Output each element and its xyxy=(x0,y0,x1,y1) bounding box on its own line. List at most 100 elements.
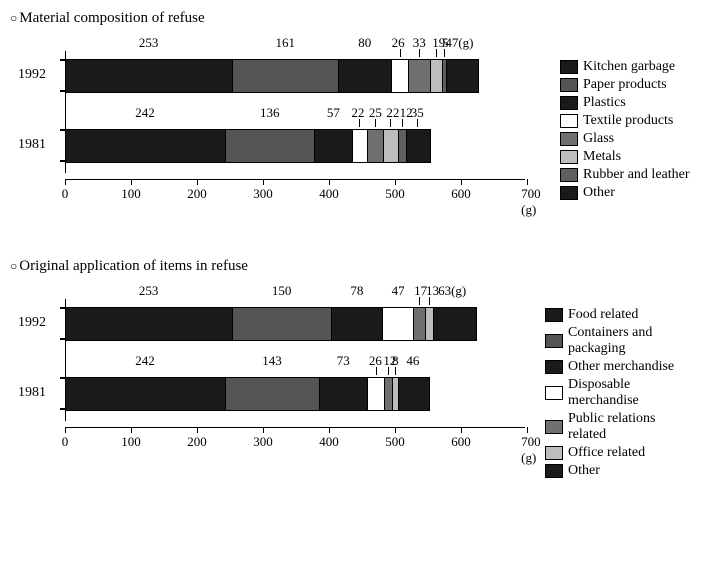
value-label: 73 xyxy=(337,353,350,369)
legend-item: Rubber and leather xyxy=(560,167,690,183)
bar-segment xyxy=(315,130,353,162)
bar-track xyxy=(65,307,477,341)
value-label: 47(g) xyxy=(445,35,473,51)
legend-label: Disposable merchandise xyxy=(568,377,695,409)
value-label: 242 xyxy=(135,105,155,121)
legend-swatch xyxy=(545,386,563,400)
legend-swatch xyxy=(545,308,563,322)
bar-segment xyxy=(399,130,407,162)
chart-container-0: Material composition of refuse1992253161… xyxy=(10,10,695,203)
legend-label: Other xyxy=(583,185,615,201)
bar-segment xyxy=(431,60,444,92)
legend-swatch xyxy=(560,78,578,92)
year-label: 1981 xyxy=(18,385,46,401)
bar-segment xyxy=(368,130,385,162)
legend-item: Textile products xyxy=(560,113,690,129)
bar-track xyxy=(65,59,479,93)
bar-segment xyxy=(392,60,409,92)
bar-segment xyxy=(383,308,414,340)
x-tick-label: 100 xyxy=(121,186,141,202)
bar-segment xyxy=(320,378,368,410)
legend-swatch xyxy=(545,446,563,460)
x-tick-label: 300 xyxy=(253,186,273,202)
year-label: 1981 xyxy=(18,137,46,153)
x-tick-label: 600 xyxy=(451,186,471,202)
bar-segment xyxy=(384,130,399,162)
x-tick-label: 200 xyxy=(187,186,207,202)
bar-segment xyxy=(414,308,425,340)
value-label: 242 xyxy=(135,353,155,369)
legend-label: Other merchandise xyxy=(568,359,674,375)
x-tick-label: 300 xyxy=(253,434,273,450)
legend-item: Glass xyxy=(560,131,690,147)
legend-item: Kitchen garbage xyxy=(560,59,690,75)
value-label: 253 xyxy=(139,283,159,299)
x-tick-label: 200 xyxy=(187,434,207,450)
x-tick-label: 0 xyxy=(62,186,69,202)
x-axis: 0100200300400500600700 (g) xyxy=(65,179,525,200)
legend-label: Plastics xyxy=(583,95,626,111)
value-label: 161 xyxy=(276,35,296,51)
bar-segment xyxy=(66,60,233,92)
value-label: 46 xyxy=(406,353,419,369)
legend-label: Containers and packaging xyxy=(568,325,695,357)
legend-swatch xyxy=(545,464,563,478)
legend-label: Office related xyxy=(568,445,645,461)
x-tick-label: 500 xyxy=(385,186,405,202)
bar-segment xyxy=(233,60,339,92)
legend-item: Other xyxy=(560,185,690,201)
bar-segment xyxy=(332,308,383,340)
plot-area: 199225316180263319547(g)1981242136572225… xyxy=(10,29,540,200)
legend-swatch xyxy=(560,186,578,200)
legend-label: Rubber and leather xyxy=(583,167,690,183)
legend-item: Office related xyxy=(545,445,695,461)
x-tick-label: 600 xyxy=(451,434,471,450)
bar-segment xyxy=(426,308,435,340)
legend-swatch xyxy=(560,96,578,110)
legend-item: Disposable merchandise xyxy=(545,377,695,409)
legend-item: Other merchandise xyxy=(545,359,695,375)
plot-area: 19922531507847171363(g)19812421437326128… xyxy=(10,277,525,448)
value-label: 22 xyxy=(351,105,364,121)
legend-label: Other xyxy=(568,463,600,479)
legend-item: Metals xyxy=(560,149,690,165)
year-label: 1992 xyxy=(18,67,46,83)
legend-swatch xyxy=(560,60,578,74)
value-label: 57 xyxy=(327,105,340,121)
x-tick-label: 0 xyxy=(62,434,69,450)
bar-segment xyxy=(66,130,226,162)
bar-segment xyxy=(434,308,476,340)
legend-item: Paper products xyxy=(560,77,690,93)
legend-label: Kitchen garbage xyxy=(583,59,675,75)
chart-title: Material composition of refuse xyxy=(10,10,695,27)
bar-segment xyxy=(399,378,429,410)
legend-swatch xyxy=(545,334,563,348)
legend-label: Public relations related xyxy=(568,411,695,443)
bar-segment xyxy=(353,130,368,162)
chart-body: 19922531507847171363(g)19812421437326128… xyxy=(10,277,695,481)
value-label: 136 xyxy=(260,105,280,121)
legend-label: Food related xyxy=(568,307,638,323)
legend-swatch xyxy=(560,132,578,146)
legend-item: Other xyxy=(545,463,695,479)
value-label: 150 xyxy=(272,283,292,299)
value-label: 63(g) xyxy=(438,283,466,299)
bar-segment xyxy=(233,308,332,340)
value-label: 47 xyxy=(392,283,405,299)
legend-item: Containers and packaging xyxy=(545,325,695,357)
x-axis: 0100200300400500600700 (g) xyxy=(65,427,525,448)
bar-segment xyxy=(226,378,320,410)
x-tick-label: 700 (g) xyxy=(521,186,541,218)
bar-segment xyxy=(385,378,393,410)
value-label: 143 xyxy=(262,353,282,369)
bar-segment xyxy=(226,130,316,162)
legend-label: Metals xyxy=(583,149,621,165)
value-label: 78 xyxy=(350,283,363,299)
bar-segment xyxy=(66,308,233,340)
chart-container-1: Original application of items in refuse1… xyxy=(10,258,695,481)
bar-track xyxy=(65,377,430,411)
bar-track xyxy=(65,129,431,163)
legend-item: Food related xyxy=(545,307,695,323)
legend-item: Plastics xyxy=(560,95,690,111)
bar-row: 1981242143732612846 xyxy=(10,369,525,417)
